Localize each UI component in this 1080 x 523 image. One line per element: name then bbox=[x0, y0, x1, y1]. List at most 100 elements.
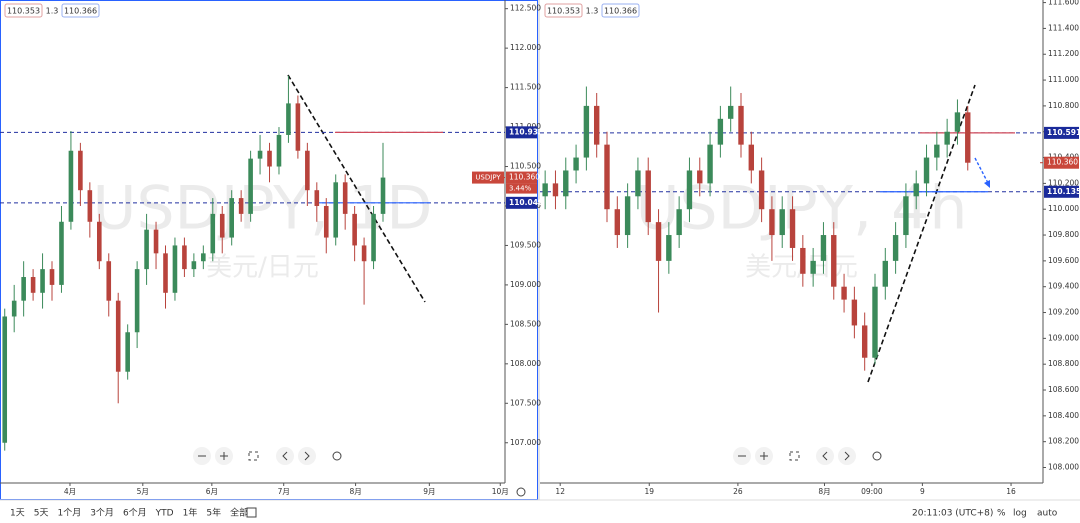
candle-body bbox=[666, 235, 672, 261]
y-tick-label: 109.000 bbox=[1048, 333, 1079, 342]
range-button[interactable]: 1天 bbox=[10, 509, 25, 519]
y-tick-label: 108.000 bbox=[510, 359, 541, 368]
y-tick-label: 110.800 bbox=[1048, 101, 1079, 110]
range-button[interactable]: 5天 bbox=[34, 509, 49, 519]
range-button[interactable]: 5年 bbox=[206, 507, 221, 519]
spread: 1.3 bbox=[46, 7, 59, 16]
range-button[interactable]: YTD bbox=[155, 509, 174, 519]
zoom-out[interactable] bbox=[733, 447, 751, 465]
candle-body bbox=[153, 229, 159, 254]
candle-body bbox=[563, 170, 569, 197]
y-tick-label: 112.000 bbox=[510, 43, 541, 52]
y-tick-label: 108.200 bbox=[1048, 437, 1079, 446]
header-box bbox=[61, 3, 100, 18]
scale-toggle[interactable]: log bbox=[1013, 509, 1027, 519]
y-tick-label: 111.400 bbox=[1048, 23, 1079, 32]
range-button[interactable]: 3个月 bbox=[90, 508, 114, 519]
x-tick-label: 8月 bbox=[349, 487, 361, 496]
scroll-right[interactable] bbox=[838, 447, 856, 465]
candle-body bbox=[727, 105, 734, 119]
x-tick-label: 26 bbox=[733, 487, 743, 496]
candle-body bbox=[686, 170, 693, 210]
x-tick-label: 16 bbox=[1006, 487, 1016, 496]
zoom-in[interactable] bbox=[215, 447, 233, 465]
change-tag bbox=[506, 183, 537, 194]
scroll-left[interactable] bbox=[816, 447, 834, 465]
candle-body bbox=[934, 144, 940, 158]
candle-body bbox=[115, 300, 121, 372]
candle-body bbox=[248, 158, 253, 214]
reset[interactable] bbox=[332, 451, 342, 461]
candle-body bbox=[913, 183, 919, 197]
candle-body bbox=[800, 247, 806, 274]
candle-body bbox=[923, 157, 930, 184]
clock: 20:11:03 (UTC+8) bbox=[912, 509, 993, 519]
symbol-label: USDJPY bbox=[475, 174, 501, 182]
last-price-tag bbox=[1044, 156, 1079, 169]
candle-body bbox=[789, 209, 796, 248]
candle-body bbox=[238, 198, 244, 214]
candle-body bbox=[707, 144, 713, 184]
range-button[interactable]: 全部 bbox=[230, 507, 248, 519]
scroll-left[interactable] bbox=[276, 447, 294, 465]
candle-body bbox=[903, 196, 909, 236]
trend-line bbox=[867, 84, 976, 383]
scroll-right[interactable] bbox=[298, 447, 316, 465]
zoom-in[interactable] bbox=[755, 447, 773, 465]
level-tag bbox=[506, 196, 537, 209]
candle-body bbox=[201, 253, 206, 262]
level-tag bbox=[1044, 185, 1079, 198]
y-tick-label: 110.000 bbox=[1048, 204, 1079, 213]
candle-body bbox=[655, 222, 662, 261]
y-tick-label: 112.500 bbox=[510, 4, 541, 13]
chart-controls bbox=[193, 447, 882, 518]
ask-price: 110.366 bbox=[604, 7, 637, 16]
candle-body bbox=[2, 316, 8, 443]
trend-line bbox=[287, 74, 426, 303]
level-label: 110.591 bbox=[1047, 128, 1080, 137]
candle-body bbox=[965, 112, 971, 163]
y-tick-label: 110.500 bbox=[510, 162, 541, 171]
candle-body bbox=[593, 105, 600, 145]
scale-toggle[interactable]: % bbox=[997, 509, 1006, 519]
candle-body bbox=[333, 182, 339, 238]
fit[interactable] bbox=[248, 451, 259, 461]
candle-body bbox=[68, 150, 74, 222]
candle-body bbox=[191, 261, 197, 270]
candle-body bbox=[125, 332, 130, 372]
candle-body bbox=[361, 245, 367, 262]
scale-toggle[interactable]: auto bbox=[1037, 509, 1058, 519]
reset[interactable] bbox=[872, 451, 882, 461]
compare[interactable] bbox=[246, 507, 257, 518]
y-tick-label: 108.000 bbox=[1048, 463, 1079, 472]
candle-body bbox=[861, 325, 868, 358]
y-tick-label: 109.500 bbox=[510, 240, 541, 249]
candle-body bbox=[267, 150, 272, 167]
range-button[interactable]: 1个月 bbox=[57, 508, 81, 519]
watermark: 美元/日元 bbox=[206, 253, 319, 283]
candle-body bbox=[810, 260, 816, 274]
candle-body bbox=[635, 170, 641, 197]
bid-price: 110.353 bbox=[7, 7, 40, 16]
candle-body bbox=[257, 150, 263, 159]
range-button[interactable]: 6个月 bbox=[123, 508, 147, 519]
fit[interactable] bbox=[789, 451, 800, 461]
candle-body bbox=[172, 245, 178, 293]
x-tick-label: 19 bbox=[644, 487, 654, 496]
y-tick-label: 111.200 bbox=[1048, 49, 1079, 58]
projection-arrow-head bbox=[984, 180, 990, 188]
candle-body bbox=[954, 112, 961, 132]
candle-body bbox=[21, 277, 26, 301]
zoom-out[interactable] bbox=[193, 447, 211, 465]
level-tag bbox=[1044, 126, 1079, 139]
spread: 1.3 bbox=[586, 7, 599, 16]
candle-body bbox=[573, 157, 579, 171]
candle-body bbox=[892, 235, 899, 261]
candle-body bbox=[352, 213, 357, 246]
candle-body bbox=[583, 105, 590, 158]
settings[interactable] bbox=[516, 487, 526, 497]
level-label: 110.135 bbox=[1047, 187, 1080, 196]
range-button[interactable]: 1年 bbox=[183, 507, 198, 519]
candle-body bbox=[96, 221, 102, 262]
x-tick-label: 9 bbox=[920, 487, 925, 496]
